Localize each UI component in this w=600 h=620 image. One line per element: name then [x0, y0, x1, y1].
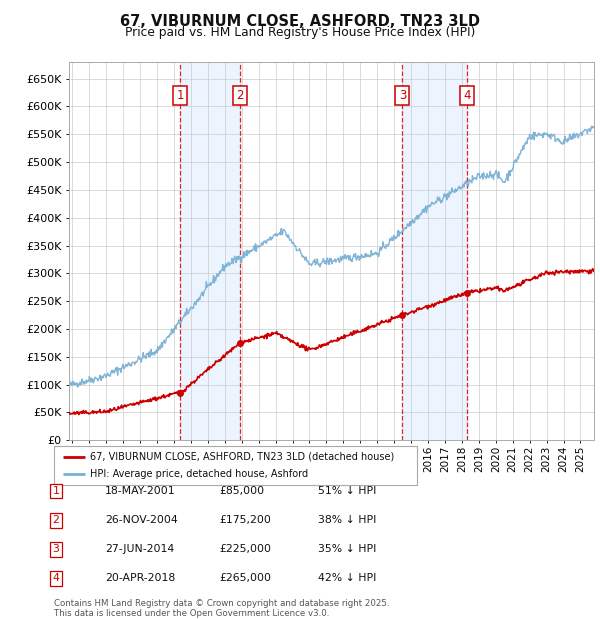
- Bar: [403, 62, 467, 440]
- Text: 42% ↓ HPI: 42% ↓ HPI: [318, 574, 376, 583]
- Text: 1: 1: [176, 89, 184, 102]
- Text: Price paid vs. HM Land Registry's House Price Index (HPI): Price paid vs. HM Land Registry's House …: [125, 26, 475, 39]
- Text: 1: 1: [52, 486, 59, 496]
- Text: 4: 4: [52, 574, 59, 583]
- Text: 2: 2: [52, 515, 59, 525]
- Text: 27-JUN-2014: 27-JUN-2014: [105, 544, 174, 554]
- Text: £225,000: £225,000: [219, 544, 271, 554]
- Text: 67, VIBURNUM CLOSE, ASHFORD, TN23 3LD (detached house): 67, VIBURNUM CLOSE, ASHFORD, TN23 3LD (d…: [90, 452, 395, 462]
- Text: 20-APR-2018: 20-APR-2018: [105, 574, 175, 583]
- Text: 35% ↓ HPI: 35% ↓ HPI: [318, 544, 376, 554]
- Text: £265,000: £265,000: [219, 574, 271, 583]
- Text: 67, VIBURNUM CLOSE, ASHFORD, TN23 3LD: 67, VIBURNUM CLOSE, ASHFORD, TN23 3LD: [120, 14, 480, 29]
- Bar: [180, 62, 240, 440]
- Text: 4: 4: [463, 89, 471, 102]
- Text: 18-MAY-2001: 18-MAY-2001: [105, 486, 176, 496]
- Text: £175,200: £175,200: [219, 515, 271, 525]
- Text: 2: 2: [236, 89, 244, 102]
- Text: Contains HM Land Registry data © Crown copyright and database right 2025.
This d: Contains HM Land Registry data © Crown c…: [54, 599, 389, 618]
- Text: 3: 3: [52, 544, 59, 554]
- Text: 3: 3: [399, 89, 406, 102]
- Text: 26-NOV-2004: 26-NOV-2004: [105, 515, 178, 525]
- Text: HPI: Average price, detached house, Ashford: HPI: Average price, detached house, Ashf…: [90, 469, 308, 479]
- Text: £85,000: £85,000: [219, 486, 264, 496]
- Text: 38% ↓ HPI: 38% ↓ HPI: [318, 515, 376, 525]
- Text: 51% ↓ HPI: 51% ↓ HPI: [318, 486, 376, 496]
